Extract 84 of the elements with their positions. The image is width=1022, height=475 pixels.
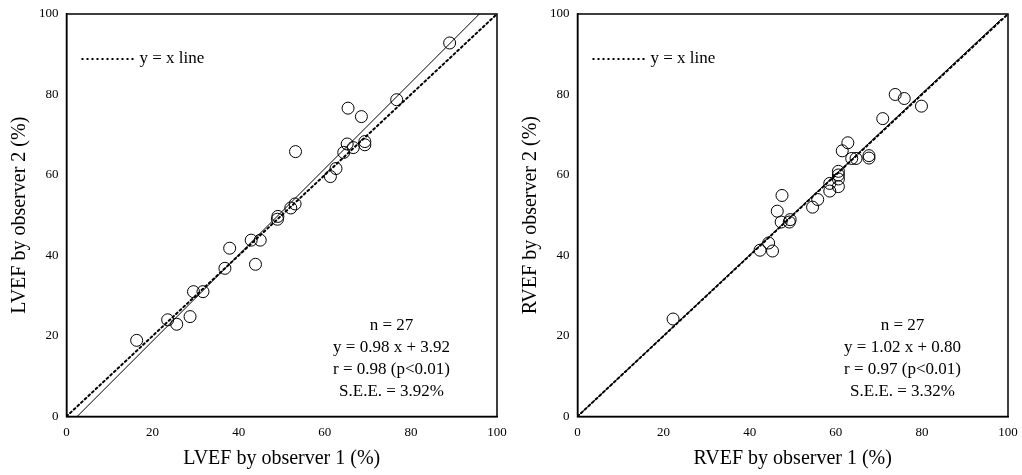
point [248, 257, 262, 271]
point [835, 144, 849, 158]
point [770, 204, 784, 218]
x-axis-title: RVEF by observer 1 (%) [693, 446, 892, 470]
x-tick-label: 100 [487, 423, 507, 439]
point [897, 92, 911, 105]
point [289, 145, 303, 159]
y-tick-label: 80 [556, 85, 570, 101]
x-tick-label: 100 [998, 423, 1018, 439]
annotation: r = 0.98 (p<0.01) [333, 358, 450, 378]
point [914, 99, 928, 113]
legend-label: y = x line [139, 48, 205, 68]
annotation: S.E.E. = 3.92% [339, 380, 445, 400]
x-tick-label: 20 [657, 423, 671, 439]
point [774, 215, 788, 229]
y-tick-label: 60 [556, 166, 570, 182]
point [831, 172, 845, 186]
point [666, 312, 680, 326]
y-tick-label: 20 [45, 327, 59, 343]
point [346, 141, 360, 155]
point [218, 261, 232, 275]
point [888, 87, 902, 101]
point [354, 110, 368, 124]
x-tick-label: 60 [318, 423, 332, 439]
legend-label: y = x line [650, 48, 716, 68]
point [337, 145, 351, 159]
y-tick-label: 60 [45, 166, 59, 182]
x-tick-label: 60 [829, 423, 843, 439]
y-axis-title: RVEF by observer 2 (%) [518, 116, 542, 315]
point [130, 333, 144, 347]
point [340, 137, 354, 151]
point [823, 176, 837, 190]
x-tick-label: 40 [743, 423, 757, 439]
point [766, 244, 780, 258]
point [753, 243, 767, 257]
x-tick-label: 40 [232, 423, 246, 439]
point [244, 233, 258, 247]
annotation: y = 1.02 x + 0.80 [844, 336, 961, 356]
annotation: r = 0.97 (p<0.01) [844, 358, 961, 378]
point [806, 200, 820, 214]
point [443, 36, 457, 50]
y-tick-label: 20 [556, 327, 570, 343]
point [284, 201, 298, 215]
point [183, 310, 197, 324]
point [390, 93, 404, 107]
point [775, 188, 789, 202]
point [762, 236, 776, 250]
point [831, 164, 845, 178]
point [849, 151, 863, 165]
x-tick-label: 0 [63, 423, 70, 439]
point [341, 101, 355, 115]
point [161, 313, 175, 327]
y-tick-label: 100 [550, 5, 570, 21]
point [876, 112, 890, 126]
annotation: n = 27 [880, 314, 925, 334]
x-tick-label: 0 [574, 423, 581, 439]
point [288, 197, 302, 211]
point [823, 184, 837, 198]
point [845, 151, 859, 165]
point [253, 233, 267, 247]
point [223, 241, 237, 255]
y-tick-label: 0 [52, 407, 59, 423]
point [323, 170, 337, 184]
point [811, 193, 825, 207]
x-tick-label: 80 [915, 423, 929, 439]
annotation: y = 0.98 x + 3.92 [333, 336, 450, 356]
y-tick-label: 40 [556, 246, 570, 262]
point [329, 162, 343, 176]
x-axis-title: LVEF by observer 1 (%) [183, 446, 381, 470]
point [831, 180, 845, 194]
point [170, 317, 184, 331]
y-tick-label: 0 [563, 407, 570, 423]
point [841, 136, 855, 150]
point [196, 285, 210, 299]
y-tick-label: 80 [45, 85, 59, 101]
x-tick-label: 20 [146, 423, 160, 439]
point [187, 285, 200, 299]
annotation: S.E.E. = 3.32% [850, 380, 956, 400]
y-tick-label: 40 [45, 246, 59, 262]
x-tick-label: 80 [404, 423, 418, 439]
y-axis-title: LVEF by observer 2 (%) [7, 116, 31, 314]
y-tick-label: 100 [39, 5, 59, 21]
annotation: n = 27 [369, 314, 414, 334]
point [831, 168, 845, 182]
